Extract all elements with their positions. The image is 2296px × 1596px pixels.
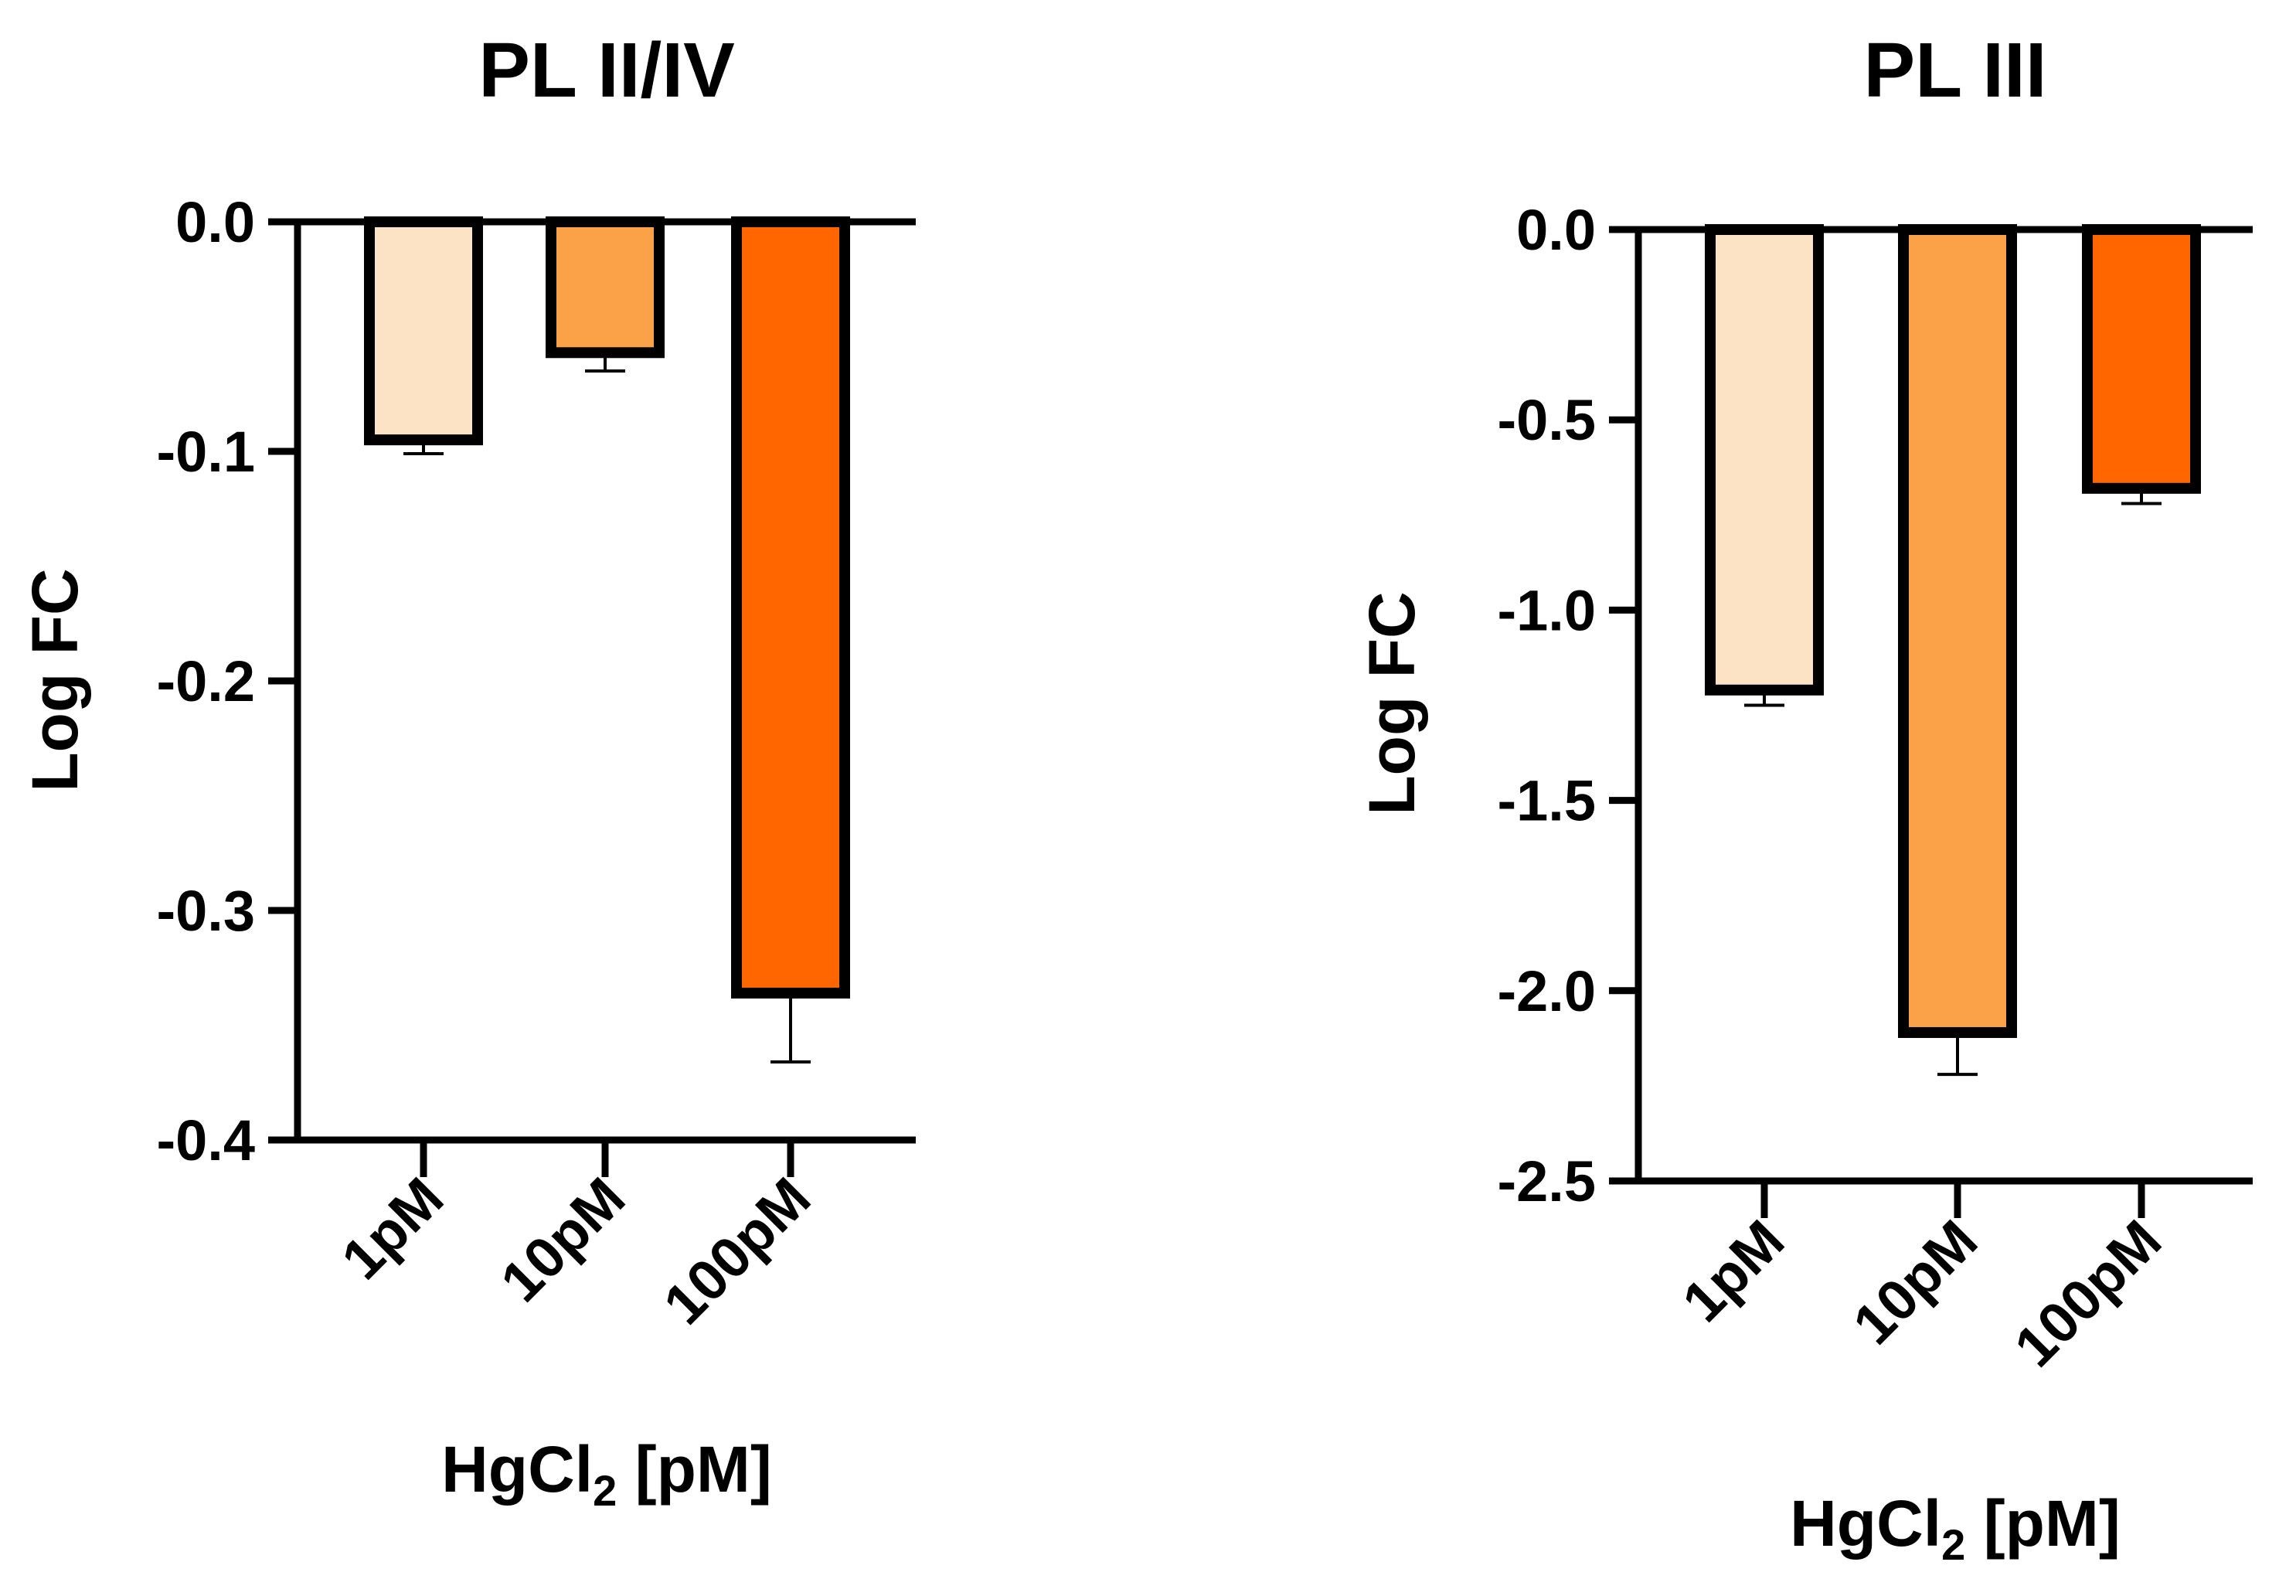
- y-axis-label: Log FC: [19, 568, 91, 791]
- bar-1pM: [364, 216, 483, 446]
- x-axis-label: HgCl2 [pM]: [441, 1433, 772, 1515]
- x-tick-label-10pM: 10pM: [488, 1166, 637, 1314]
- y-tick-label: -2.0: [1497, 959, 1596, 1023]
- y-tick-label: 0.0: [175, 190, 255, 254]
- chart-title: PL II/IV: [478, 27, 735, 114]
- y-tick-label: -1.5: [1497, 769, 1596, 833]
- chart-pl-ii-iv: PL II/IV Log FC HgCl2 [pM] 0.0 -0.1 -0.2 -0…: [19, 27, 916, 1515]
- x-axis-label-rest: [pM]: [1965, 1487, 2121, 1560]
- y-axis-label: Log FC: [1355, 591, 1428, 815]
- bar-100pM: [2082, 224, 2201, 494]
- y-tick-label: -2.5: [1497, 1149, 1596, 1213]
- x-axis-label-rest: [pM]: [617, 1433, 772, 1506]
- y-tick-label: 0.0: [1516, 198, 1596, 262]
- y-tick-label: -1.0: [1497, 578, 1596, 642]
- y-tick-label: -0.5: [1497, 388, 1596, 452]
- chart-title: PL III: [1863, 27, 2046, 114]
- x-axis-label-subscript: 2: [1941, 1520, 1965, 1569]
- y-tick-label: -0.2: [156, 649, 255, 713]
- chart-pl-iii: PL III Log FC HgCl2 [pM] 0.0 -0.5 -1.0 -1.5…: [1355, 27, 2253, 1569]
- x-tick-label-100pM: 100pM: [2002, 1208, 2174, 1380]
- y-tick-label: -0.3: [156, 879, 255, 943]
- y-tick-label: -0.4: [156, 1108, 255, 1172]
- x-tick-label-1pM: 1pM: [329, 1166, 455, 1291]
- x-tick-label-10pM: 10pM: [1841, 1208, 1989, 1356]
- x-axis-label-main: HgCl: [1790, 1487, 1941, 1560]
- bar-10pM: [1898, 224, 2017, 1038]
- y-tick-label: -0.1: [156, 420, 255, 484]
- x-tick-label-100pM: 100pM: [651, 1166, 823, 1337]
- x-axis-label-main: HgCl: [441, 1433, 593, 1506]
- x-axis-label: HgCl2 [pM]: [1790, 1487, 2121, 1569]
- bar-10pM: [546, 216, 665, 359]
- x-axis-label-subscript: 2: [593, 1466, 617, 1515]
- x-tick-label-1pM: 1pM: [1670, 1208, 1796, 1334]
- bar-100pM: [731, 216, 850, 999]
- bar-1pM: [1705, 224, 1824, 696]
